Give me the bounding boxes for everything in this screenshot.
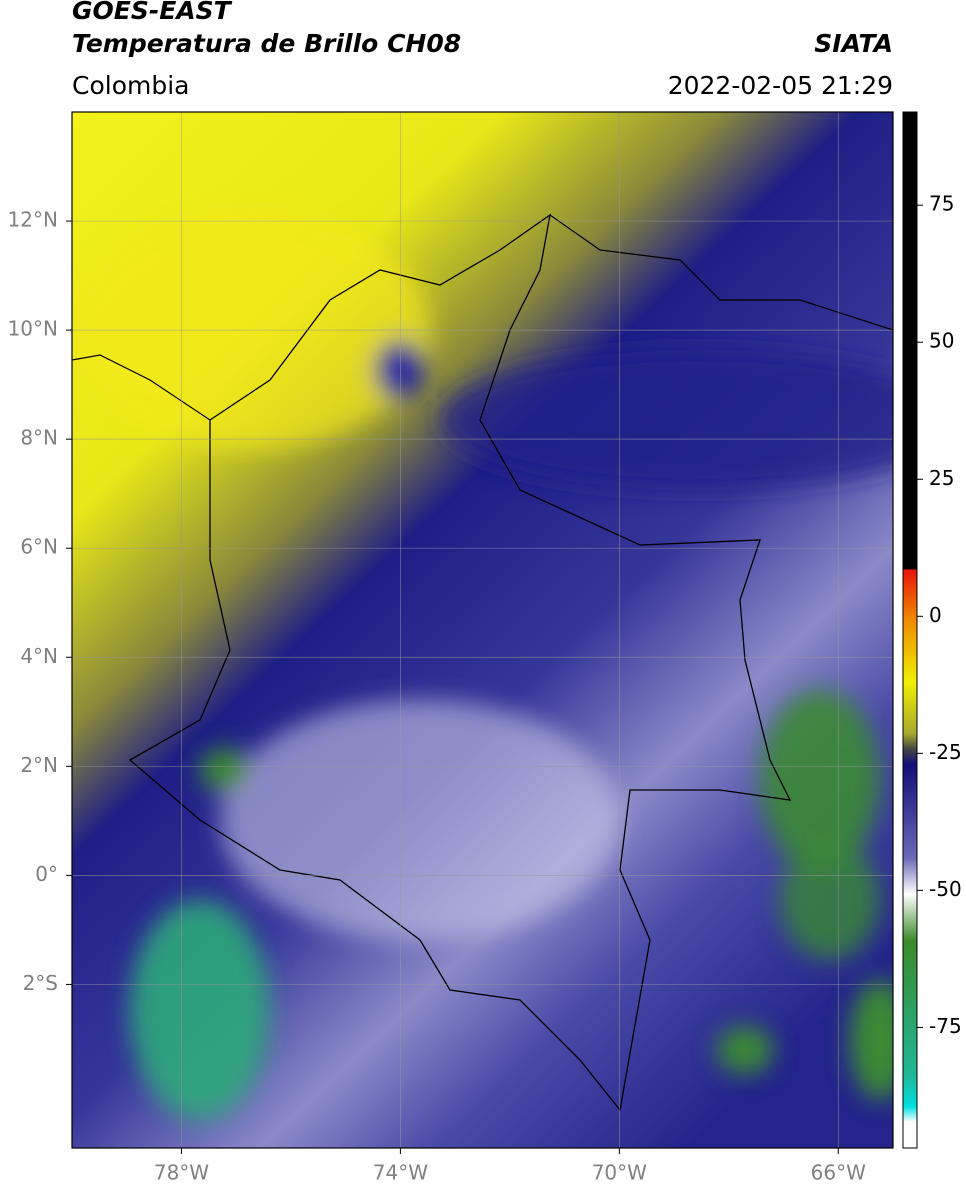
- colorbar-tick-label: -50: [929, 877, 962, 901]
- country-border: [128, 213, 792, 1112]
- map-frame: [71, 111, 894, 1149]
- x-tick-label: 70°W: [592, 1161, 647, 1185]
- colorbar-tick-label: -25: [929, 740, 962, 764]
- map-image: [72, 112, 893, 1148]
- source: SIATA: [814, 29, 893, 58]
- subtitle: Temperatura de Brillo CH08: [72, 29, 461, 58]
- y-tick-label: 12°N: [8, 208, 58, 232]
- colorbar-tick-label: -75: [929, 1014, 962, 1038]
- x-tick-label: 66°W: [811, 1161, 866, 1185]
- coastline: [72, 214, 893, 421]
- y-tick-label: 8°N: [20, 426, 58, 450]
- title: GOES-EAST: [72, 0, 233, 25]
- y-tick-label: 10°N: [8, 317, 58, 341]
- x-tick-label: 74°W: [373, 1161, 428, 1185]
- y-tick-label: 2°S: [23, 971, 58, 995]
- datetime: 2022-02-05 21:29: [668, 71, 893, 100]
- x-tick-label: 78°W: [154, 1161, 209, 1185]
- y-tick-label: 6°N: [20, 535, 58, 559]
- colorbar-tick-label: 0: [929, 603, 942, 627]
- y-tick-label: 4°N: [20, 644, 58, 668]
- y-tick-label: 0°: [35, 862, 58, 886]
- colorbar-tick-label: 25: [929, 466, 954, 490]
- graticule: [72, 112, 893, 1148]
- y-tick-label: 2°N: [20, 753, 58, 777]
- colorbar-tick-label: 75: [929, 192, 954, 216]
- colorbar-tick-label: 50: [929, 329, 954, 353]
- region: Colombia: [72, 71, 189, 100]
- colorbar: [902, 111, 918, 1149]
